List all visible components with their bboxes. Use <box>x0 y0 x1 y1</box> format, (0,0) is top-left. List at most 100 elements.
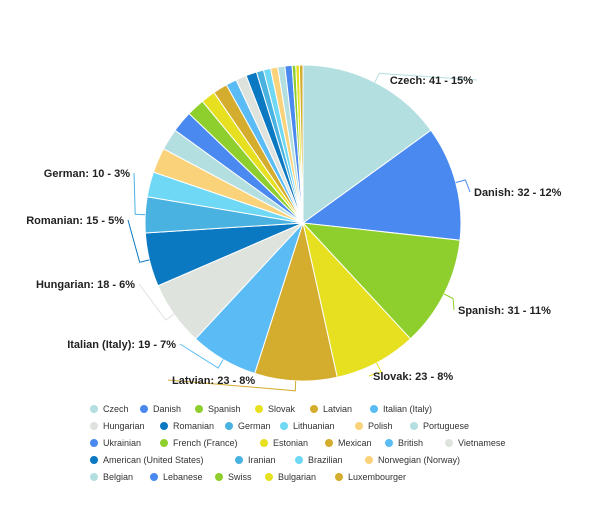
connector-czech <box>374 72 478 83</box>
legend-label-luxembourger: Luxembourger <box>348 472 406 482</box>
legend-label-vietnamese: Vietnamese <box>458 438 505 448</box>
legend-item-ukrainian[interactable]: Ukrainian <box>90 438 141 448</box>
legend-item-bulgarian[interactable]: Bulgarian <box>265 472 316 482</box>
pie-slice-czech[interactable] <box>302 64 432 224</box>
legend-label-slovak: Slovak <box>268 404 296 414</box>
legend-marker-mexican <box>325 439 333 447</box>
legend-label-norwegian-norway: Norwegian (Norway) <box>378 455 460 465</box>
legend-marker-czech <box>90 405 98 413</box>
data-label-hungarian: Hungarian: 18 - 6% <box>36 279 135 291</box>
legend-item-danish[interactable]: Danish <box>140 404 181 414</box>
data-label-danish: Danish: 32 - 12% <box>474 187 562 199</box>
legend: Czech Danish Spanish Slovak Latvian Italian (… <box>90 404 505 482</box>
legend-item-german[interactable]: German <box>225 421 271 431</box>
legend-marker-iranian <box>235 456 243 464</box>
legend-label-iranian: Iranian <box>248 455 276 465</box>
legend-marker-brazilian <box>295 456 303 464</box>
legend-label-latvian: Latvian <box>323 404 352 414</box>
legend-marker-danish <box>140 405 148 413</box>
pie-slice-spanish[interactable] <box>301 222 461 340</box>
legend-label-lebanese: Lebanese <box>163 472 203 482</box>
legend-item-italian-italy[interactable]: Italian (Italy) <box>370 404 432 414</box>
legend-item-estonian[interactable]: Estonian <box>260 438 308 448</box>
legend-item-swiss[interactable]: Swiss <box>215 472 252 482</box>
legend-marker-bulgarian <box>265 473 273 481</box>
legend-label-belgian: Belgian <box>103 472 133 482</box>
connector-slovak <box>368 362 382 377</box>
legend-label-portuguese: Portuguese <box>423 421 469 431</box>
legend-marker-italian-italy <box>370 405 378 413</box>
legend-item-romanian[interactable]: Romanian <box>160 421 214 431</box>
legend-label-danish: Danish <box>153 404 181 414</box>
connector-hungarian <box>138 283 175 321</box>
data-label-slovak: Slovak: 23 - 8% <box>373 371 453 383</box>
data-label-spanish: Spanish: 31 - 11% <box>458 305 551 317</box>
legend-item-belgian[interactable]: Belgian <box>90 472 133 482</box>
legend-marker-swiss <box>215 473 223 481</box>
legend-item-iranian[interactable]: Iranian <box>235 455 276 465</box>
legend-label-polish: Polish <box>368 421 393 431</box>
legend-item-latvian[interactable]: Latvian <box>310 404 352 414</box>
legend-marker-german <box>225 422 233 430</box>
legend-item-polish[interactable]: Polish <box>355 421 393 431</box>
legend-marker-hungarian <box>90 422 98 430</box>
legend-marker-latvian <box>310 405 318 413</box>
pie-slice-luxembourger[interactable] <box>298 64 304 224</box>
legend-marker-luxembourger <box>335 473 343 481</box>
connector-italian-italy <box>179 343 224 369</box>
legend-item-french-france[interactable]: French (France) <box>160 438 238 448</box>
legend-item-spanish[interactable]: Spanish <box>195 404 241 414</box>
legend-item-vietnamese[interactable]: Vietnamese <box>445 438 505 448</box>
legend-item-mexican[interactable]: Mexican <box>325 438 372 448</box>
legend-label-estonian: Estonian <box>273 438 308 448</box>
legend-marker-spanish <box>195 405 203 413</box>
legend-marker-polish <box>355 422 363 430</box>
legend-item-slovak[interactable]: Slovak <box>255 404 296 414</box>
legend-marker-lithuanian <box>280 422 288 430</box>
pie-slices <box>144 64 462 382</box>
legend-item-portuguese[interactable]: Portuguese <box>410 421 469 431</box>
legend-marker-romanian <box>160 422 168 430</box>
legend-label-romanian: Romanian <box>173 421 214 431</box>
legend-item-luxembourger[interactable]: Luxembourger <box>335 472 406 482</box>
legend-marker-american-united-states <box>90 456 98 464</box>
legend-label-british: British <box>398 438 423 448</box>
legend-label-american-united-states: American (United States) <box>103 455 204 465</box>
legend-marker-british <box>385 439 393 447</box>
legend-marker-estonian <box>260 439 268 447</box>
legend-label-italian-italy: Italian (Italy) <box>383 404 432 414</box>
legend-label-mexican: Mexican <box>338 438 372 448</box>
legend-marker-french-france <box>160 439 168 447</box>
legend-label-german: German <box>238 421 271 431</box>
connector-danish <box>455 179 471 193</box>
legend-label-ukrainian: Ukrainian <box>103 438 141 448</box>
legend-item-hungarian[interactable]: Hungarian <box>90 421 145 431</box>
legend-label-swiss: Swiss <box>228 472 252 482</box>
legend-marker-lebanese <box>150 473 158 481</box>
legend-item-norwegian-norway[interactable]: Norwegian (Norway) <box>365 455 460 465</box>
legend-item-lebanese[interactable]: Lebanese <box>150 472 203 482</box>
legend-item-czech[interactable]: Czech <box>90 404 129 414</box>
connector-latvian <box>167 379 297 392</box>
legend-item-lithuanian[interactable]: Lithuanian <box>280 421 335 431</box>
legend-marker-ukrainian <box>90 439 98 447</box>
connector-spanish <box>443 293 455 311</box>
legend-item-brazilian[interactable]: Brazilian <box>295 455 343 465</box>
legend-label-lithuanian: Lithuanian <box>293 421 335 431</box>
legend-marker-vietnamese <box>445 439 453 447</box>
legend-item-american-united-states[interactable]: American (United States) <box>90 455 204 465</box>
legend-marker-belgian <box>90 473 98 481</box>
legend-item-british[interactable]: British <box>385 438 423 448</box>
legend-label-spanish: Spanish <box>208 404 241 414</box>
connector-german <box>133 172 146 216</box>
legend-marker-slovak <box>255 405 263 413</box>
data-label-latvian: Latvian: 23 - 8% <box>172 375 255 387</box>
data-label-italian-italy: Italian (Italy): 19 - 7% <box>67 339 176 351</box>
legend-label-hungarian: Hungarian <box>103 421 145 431</box>
legend-marker-norwegian-norway <box>365 456 373 464</box>
data-label-czech: Czech: 41 - 15% <box>390 75 473 87</box>
legend-label-czech: Czech <box>103 404 129 414</box>
legend-label-brazilian: Brazilian <box>308 455 343 465</box>
connector-romanian <box>127 219 150 263</box>
